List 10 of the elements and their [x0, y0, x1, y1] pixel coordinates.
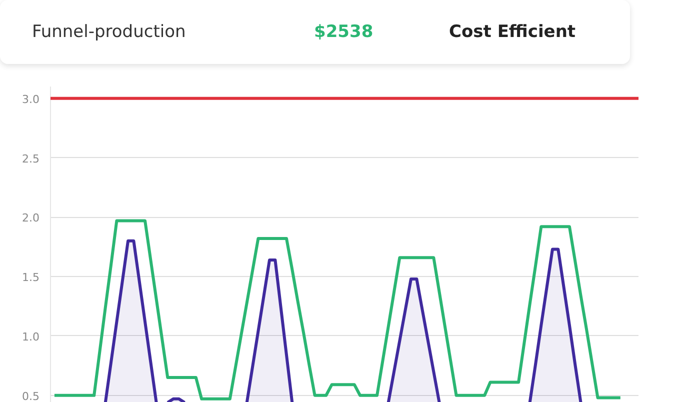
text: Cost Efficient: [449, 20, 576, 44]
y-tick-label: 0.5: [22, 390, 40, 402]
chart-subtitle: $2538: [314, 20, 374, 44]
y-tick-label: 1.0: [22, 330, 40, 344]
y-tick-label: 2.0: [22, 212, 40, 225]
y-tick-label: 1.5: [22, 271, 40, 284]
line-series: [52, 219, 622, 400]
y-tick-label: 2.5: [22, 152, 40, 166]
chart-title: Funnel-production: [32, 20, 187, 44]
y-tick-label: 3.0: [22, 92, 40, 106]
